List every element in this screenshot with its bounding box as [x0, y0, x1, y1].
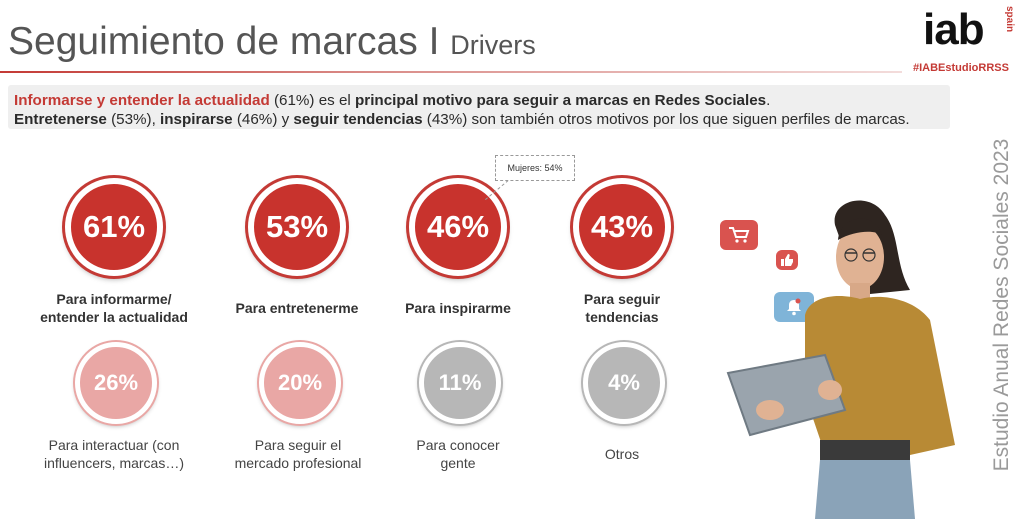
label-tendencias: Para seguir tendencias: [583, 291, 661, 325]
label-entretenerme: Para entretenerme: [235, 300, 359, 316]
value-circle-conocer: 11%: [419, 342, 501, 424]
title-separator: I: [428, 20, 440, 63]
value-circle-inspirarme: 46%: [409, 178, 507, 276]
side-caption: Estudio Anual Redes Sociales 2023: [990, 138, 1013, 472]
summary-box: Informarse y entender la actualidad (61%…: [8, 85, 950, 129]
value-circle-mercado: 20%: [259, 342, 341, 424]
summary-line-2: Entretenerse (53%), inspirarse (46%) y s…: [14, 111, 910, 128]
iab-logo-region: spain: [1004, 6, 1015, 33]
page-title: Seguimiento de marcas I Drivers: [8, 20, 536, 64]
label-otros: Otros: [604, 446, 640, 462]
title-main: Seguimiento de marcas: [8, 20, 418, 63]
thumbs-up-icon: [776, 250, 798, 270]
shopping-cart-icon: [720, 220, 758, 250]
value-circle-informarme: 61%: [65, 178, 163, 276]
value-circle-interactuar: 26%: [75, 342, 157, 424]
hashtag: #IABEstudioRRSS: [913, 62, 1009, 74]
label-informarme: Para informarme/entender la actualidad: [40, 291, 188, 325]
value-circle-otros: 4%: [583, 342, 665, 424]
value-circle-tendencias: 43%: [573, 178, 671, 276]
title-underline: [0, 71, 902, 73]
summary-line-1: Informarse y entender la actualidad (61%…: [14, 92, 771, 109]
label-mercado: Para seguir el mercado profesional: [234, 437, 362, 471]
label-conocer: Para conocer gente: [416, 437, 500, 471]
label-inspirarme: Para inspirarme: [405, 300, 511, 316]
value-circle-entretenerme: 53%: [248, 178, 346, 276]
callout-mujeres: Mujeres: 54%: [495, 155, 575, 181]
iab-logo: iab: [923, 5, 985, 54]
woman-with-tablet-illustration: [726, 200, 955, 519]
title-subtitle: Drivers: [450, 30, 536, 60]
label-interactuar: Para interactuar (con influencers, marcas…: [43, 437, 185, 471]
